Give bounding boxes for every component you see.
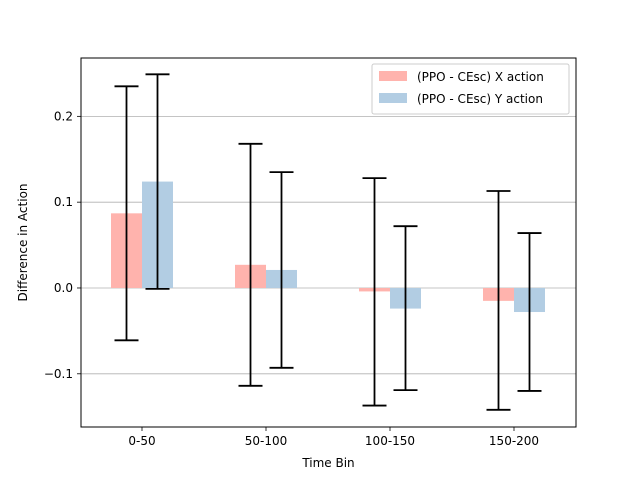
y-axis-ticks: −0.1 0.0 0.1 0.2 bbox=[44, 109, 81, 381]
legend-box bbox=[371, 63, 570, 115]
legend-label-y-action: (PPO - CEsc) Y action bbox=[417, 92, 543, 106]
x-tick-label-0: 0-50 bbox=[128, 434, 155, 448]
plot-frame bbox=[80, 57, 577, 428]
x-tick-label-3: 150-200 bbox=[489, 434, 539, 448]
y-tick-label-1: 0.0 bbox=[54, 281, 73, 295]
y-axis-label: Difference in Action bbox=[16, 183, 30, 301]
legend: (PPO - CEsc) X action (PPO - CEsc) Y act… bbox=[371, 63, 570, 115]
error-bars bbox=[114, 73, 542, 411]
y-tick-label-3: 0.2 bbox=[54, 109, 73, 123]
legend-label-x-action: (PPO - CEsc) X action bbox=[417, 70, 544, 84]
legend-swatch-y-action bbox=[379, 93, 407, 103]
x-axis-label: Time Bin bbox=[301, 456, 354, 470]
legend-swatch-x-action bbox=[379, 71, 407, 81]
x-tick-label-1: 50-100 bbox=[245, 434, 288, 448]
x-tick-label-2: 100-150 bbox=[365, 434, 415, 448]
bars bbox=[111, 181, 545, 313]
x-axis-ticks: 0-50 50-100 100-150 150-200 bbox=[128, 427, 539, 448]
y-tick-label-2: 0.1 bbox=[54, 195, 73, 209]
y-tick-label-0: −0.1 bbox=[44, 367, 73, 381]
